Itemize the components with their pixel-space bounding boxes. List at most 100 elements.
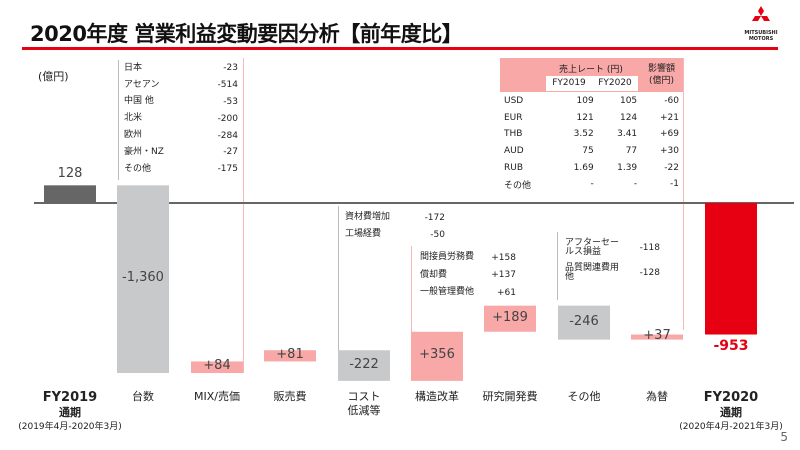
fx-cell-fy2020: 124 <box>619 112 638 123</box>
unit-label: (億円) <box>38 70 69 83</box>
title-underline <box>22 47 778 50</box>
divider <box>683 58 684 330</box>
bar-2 <box>191 361 243 374</box>
fx-cell-ccy: AUD <box>504 146 524 157</box>
fx-row: RUB 1.69 1.39 -22 <box>500 159 683 176</box>
category-main: MIX/売価 <box>194 390 240 403</box>
breakdown-value: +61 <box>497 287 516 298</box>
category-label: その他 <box>539 390 629 404</box>
divider <box>557 232 558 300</box>
fx-cell-ccy: EUR <box>504 112 523 123</box>
breakdown-row: 日本 -23 <box>124 60 238 77</box>
breakdown-value: -27 <box>223 147 238 158</box>
fx-rate-table: 売上レート (円) FY2019 FY2020 影響額 (億円) USD 109 1… <box>500 58 683 193</box>
zero-axis <box>34 202 794 204</box>
page-title: 2020年度 営業利益変動要因分析【前年度比】 <box>30 22 463 46</box>
category-label: 台数 <box>98 390 188 404</box>
col-fy2019: FY2019 <box>552 78 586 88</box>
fx-cell-fy2019: 3.52 <box>573 129 594 140</box>
breakdown-value: -118 <box>639 242 660 253</box>
category-main: 為替 <box>646 390 668 403</box>
category-sub: 通期 <box>720 406 742 419</box>
value-label: 128 <box>57 166 83 182</box>
breakdown-label: 間接員労務費 <box>420 252 475 263</box>
period-note: (2019年4月-2020年3月) <box>18 422 122 432</box>
category-label: MIX/売価 <box>172 390 262 404</box>
fx-cell-ccy: RUB <box>504 162 524 173</box>
volume-breakdown: 日本 -23 アセアン -514 中国 他 -53 北米 -200 欧州 -284 豪州・NZ -27… <box>124 60 238 178</box>
breakdown-row: 間接員労務費 +158 <box>420 249 516 267</box>
divider <box>338 206 339 354</box>
fx-cell-fy2019: 75 <box>582 146 594 157</box>
fx-cell-impact: -60 <box>664 96 679 107</box>
breakdown-label: 豪州・NZ <box>124 146 164 157</box>
bar-1 <box>117 185 169 374</box>
breakdown-label: 北米 <box>124 113 143 124</box>
breakdown-row: 品質関連費用他 -128 <box>565 260 660 285</box>
value-label: +81 <box>276 346 304 362</box>
bar-9 <box>705 203 757 335</box>
value-label: -246 <box>569 313 599 329</box>
breakdown-label: 一般管理費他 <box>420 287 475 298</box>
breakdown-label: その他 <box>124 163 152 174</box>
bar-3 <box>264 350 316 362</box>
fx-row: AUD 75 77 +30 <box>500 143 683 160</box>
fx-cell-ccy: USD <box>504 96 524 107</box>
value-label: +37 <box>643 327 671 343</box>
impact-header: 影響額 (億円) <box>647 64 675 86</box>
category-sub: 低減等 <box>347 404 381 417</box>
fx-cell-fy2019: 1.69 <box>573 162 594 173</box>
breakdown-row: 中国 他 -53 <box>124 94 238 111</box>
breakdown-value: -284 <box>217 130 238 141</box>
fx-row: THB 3.52 3.41 +69 <box>500 126 683 143</box>
logo-text-1: MITSUBISHI <box>744 30 778 36</box>
fx-cell-fy2019: 109 <box>576 96 594 107</box>
category-main: 研究開発費 <box>482 390 538 403</box>
value-label: -953 <box>713 337 749 354</box>
breakdown-value: -175 <box>217 164 238 175</box>
breakdown-value: -50 <box>430 229 445 240</box>
fx-cell-impact: -22 <box>664 162 679 173</box>
page-number: 5 <box>780 430 788 444</box>
breakdown-value: -53 <box>223 96 238 107</box>
value-label: +356 <box>419 347 455 363</box>
fx-cell-ccy: その他 <box>504 180 532 191</box>
period-note: (2020年4月-2021年3月) <box>679 422 783 432</box>
breakdown-label: アフターセールス損益 <box>565 237 620 257</box>
breakdown-row: 一般管理費他 +61 <box>420 284 516 302</box>
category-sub: 通期 <box>59 406 81 419</box>
breakdown-row: アフターセールス損益 -118 <box>565 235 660 260</box>
fx-cell-fy2020: 1.39 <box>617 162 638 173</box>
breakdown-row: アセアン -514 <box>124 77 238 94</box>
bar-8 <box>631 334 683 340</box>
category-label: FY2020 通期 (2020年4月-2021年3月) <box>679 390 783 434</box>
category-main: FY2019 <box>42 390 98 405</box>
breakdown-row: その他 -175 <box>124 161 238 178</box>
category-main: その他 <box>567 390 601 403</box>
fx-cell-fy2020: - <box>633 179 638 190</box>
category-label: FY2019 通期 (2019年4月-2020年3月) <box>18 390 122 434</box>
category-main: 台数 <box>132 390 154 403</box>
breakdown-row: 豪州・NZ -27 <box>124 144 238 161</box>
fx-cell-fy2020: 3.41 <box>617 129 638 140</box>
value-label: +189 <box>492 309 528 325</box>
divider <box>411 246 412 332</box>
divider <box>243 58 244 373</box>
breakdown-row: 償却費 +137 <box>420 267 516 285</box>
category-main: コスト <box>347 390 381 403</box>
category-main: 販売費 <box>273 390 307 403</box>
breakdown-row: 欧州 -284 <box>124 127 238 144</box>
breakdown-value: +137 <box>491 270 516 281</box>
breakdown-value: -172 <box>424 212 445 223</box>
breakdown-value: -128 <box>639 267 660 278</box>
bar-6 <box>484 305 536 332</box>
fx-cell-impact: +69 <box>660 129 679 140</box>
bar-7 <box>558 305 610 340</box>
value-label: -1,360 <box>122 270 164 286</box>
divider <box>118 60 119 180</box>
fx-cell-ccy: THB <box>504 129 523 140</box>
breakdown-row: 工場経費 -50 <box>345 226 445 243</box>
category-label: 研究開発費 <box>465 390 555 404</box>
